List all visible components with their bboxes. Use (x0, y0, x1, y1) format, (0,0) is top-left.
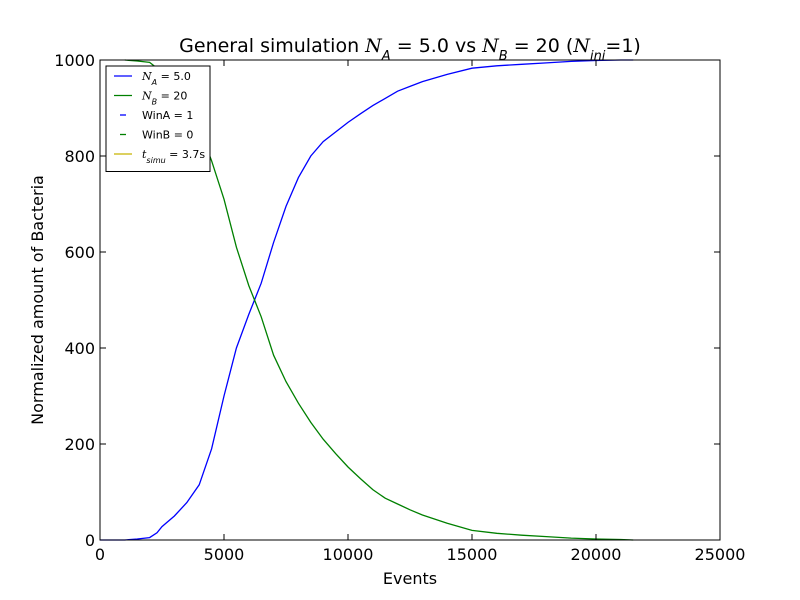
y-tick-label: 0 (85, 531, 95, 550)
legend-label: NA = 5.0 (141, 70, 191, 87)
x-tick-label: 20000 (571, 545, 622, 564)
legend-label: WinB = 0 (142, 129, 193, 142)
x-tick-label: 5000 (204, 545, 245, 564)
y-tick-label: 200 (64, 435, 95, 454)
y-axis: 0 200 400 600 800 1000 (54, 51, 720, 550)
y-tick-label: 400 (64, 339, 95, 358)
x-axis-label: Events (383, 569, 437, 588)
chart-title: General simulation NA = 5.0 vs NB = 20 (… (179, 35, 641, 64)
y-tick-label: 1000 (54, 51, 95, 70)
series-line-na (100, 59, 634, 541)
legend-label: tsimu = 3.7s (142, 148, 205, 165)
legend-label: WinA = 1 (142, 109, 193, 122)
x-tick-label: 0 (95, 545, 105, 564)
legend: NA = 5.0 NB = 20 WinA = 1 WinB = 0 tsimu = 3… (105, 65, 211, 172)
legend-label: NB = 20 (141, 90, 187, 107)
y-tick-label: 600 (64, 243, 95, 262)
x-tick-label: 15000 (447, 545, 498, 564)
y-axis-label: Normalized amount of Bacteria (28, 175, 47, 425)
plot-frame (99, 59, 721, 541)
x-axis: 0 5000 10000 15000 20000 25000 (95, 60, 746, 564)
x-tick-label: 10000 (323, 545, 374, 564)
x-tick-label: 25000 (695, 545, 746, 564)
y-tick-label: 800 (64, 147, 95, 166)
